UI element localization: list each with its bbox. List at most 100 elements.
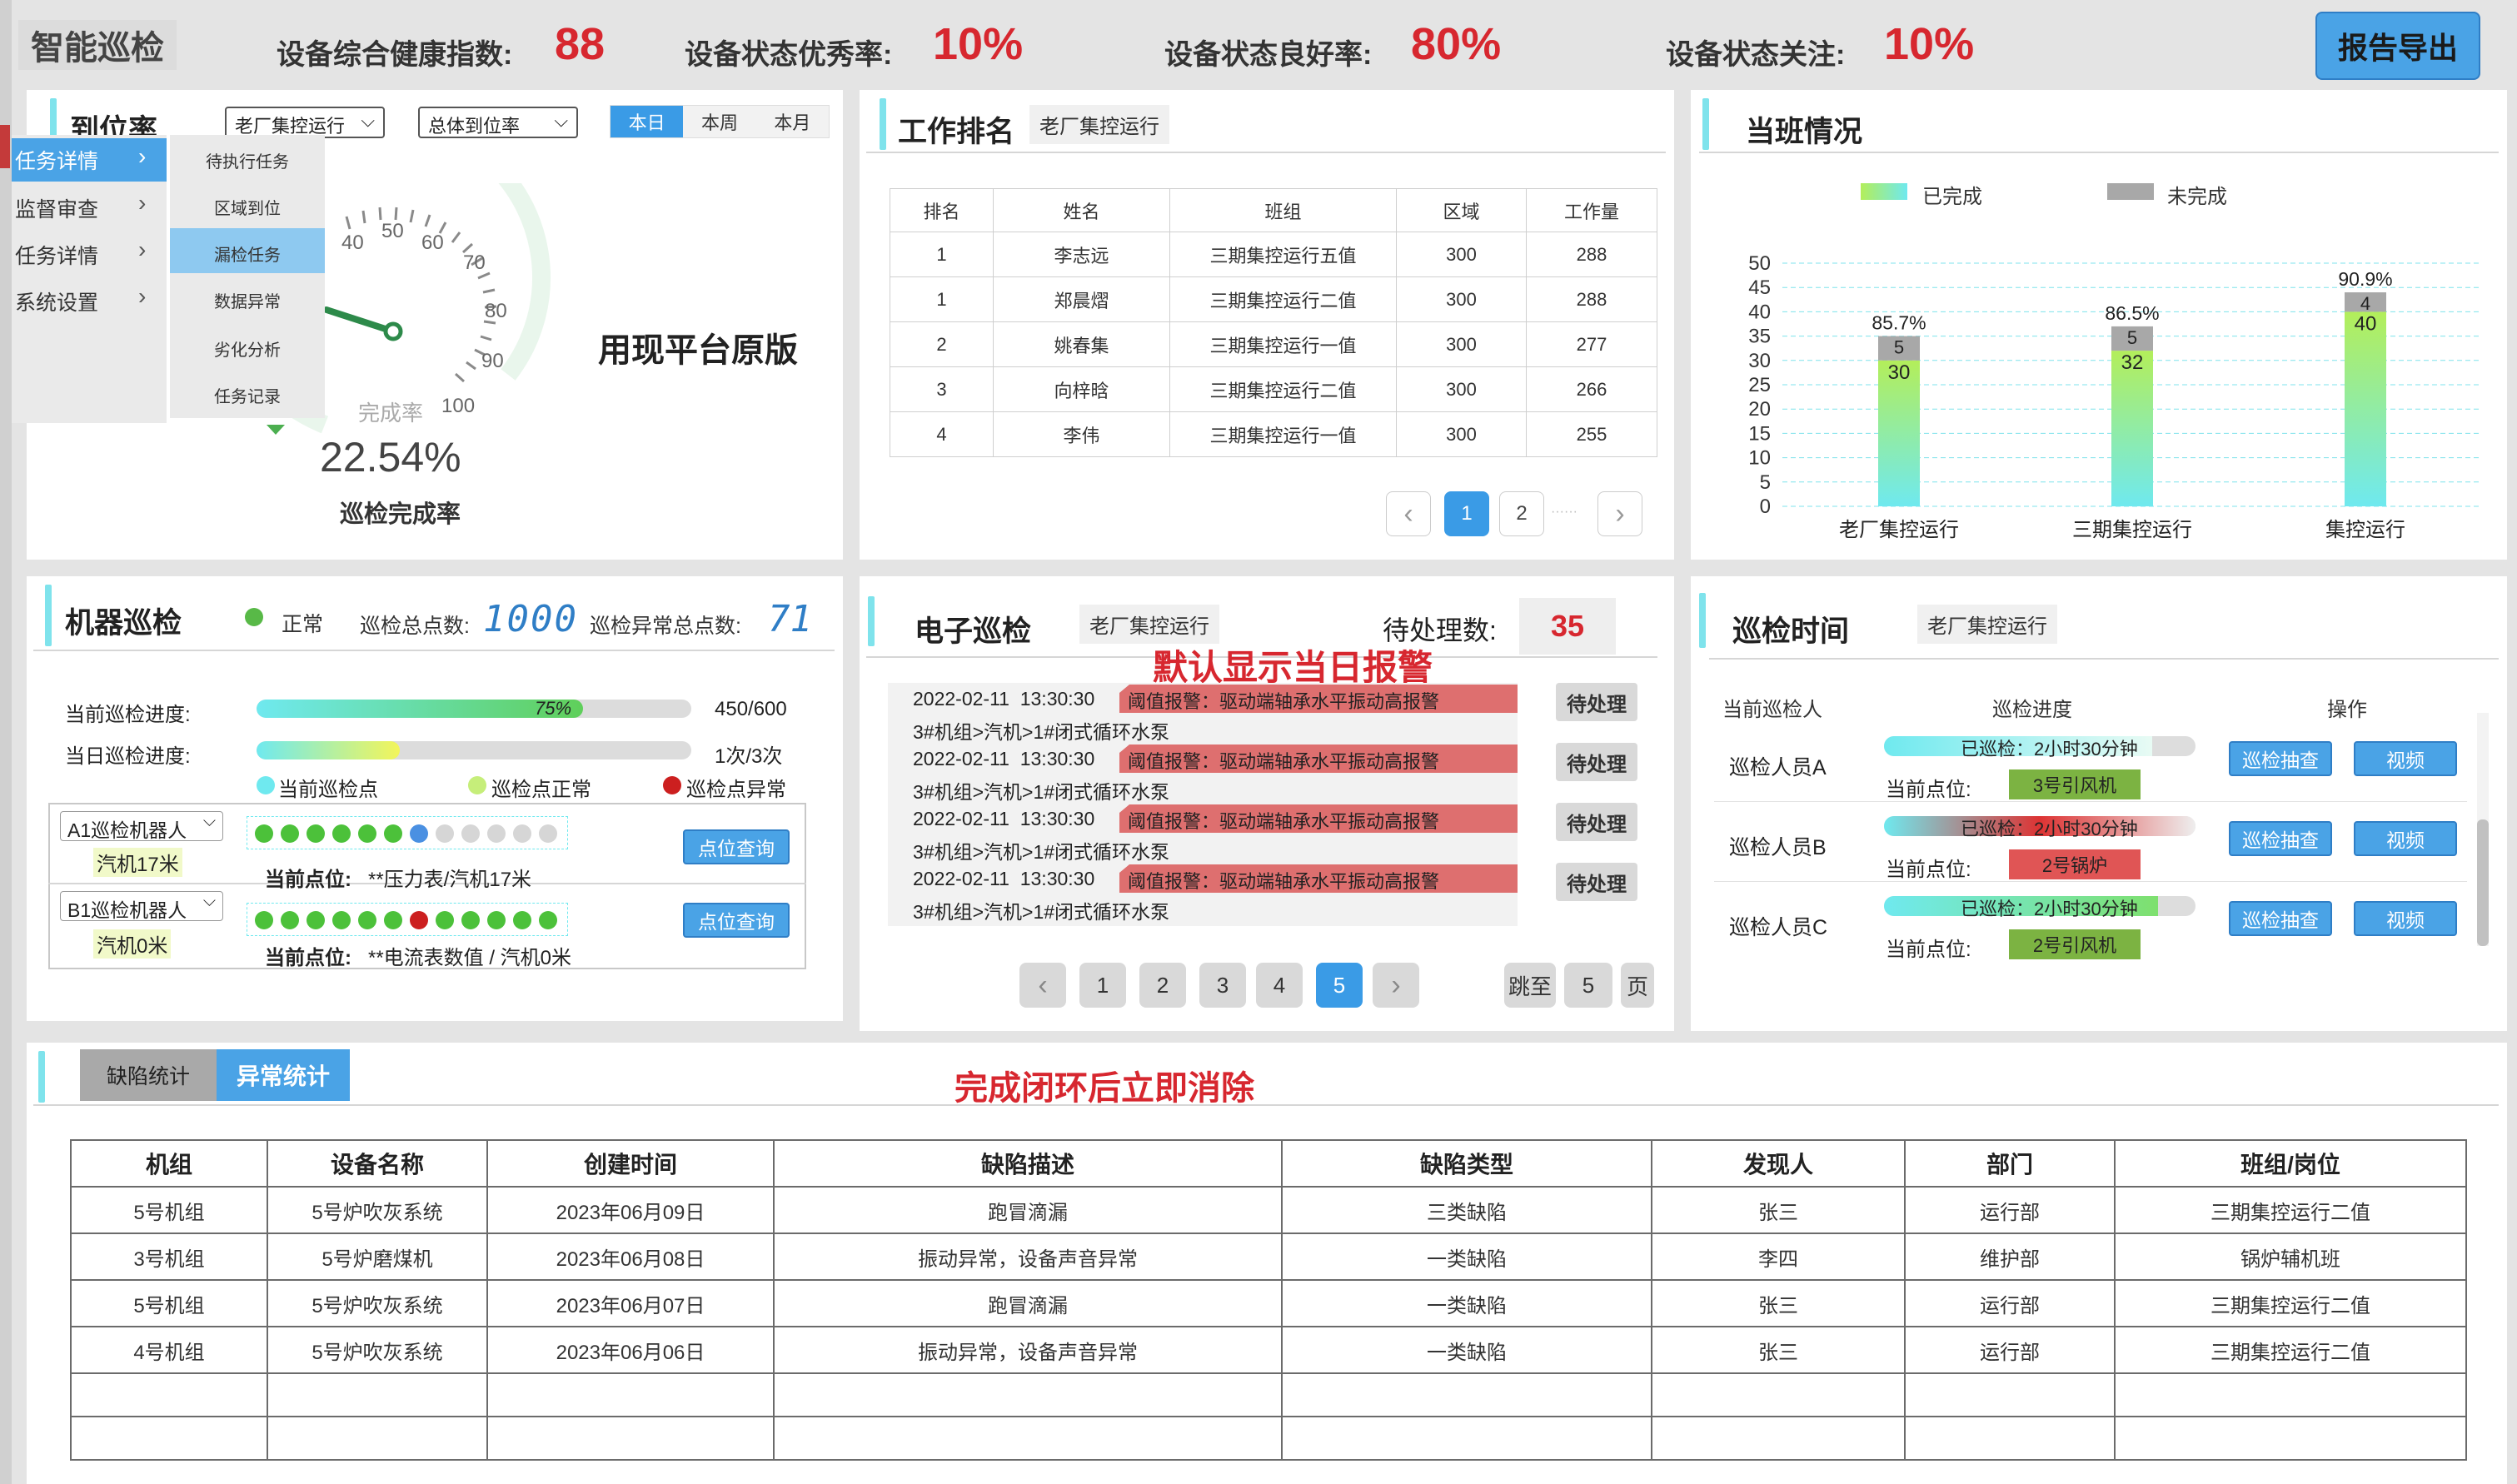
- patrol-time-scrollbar-thumb[interactable]: [2477, 819, 2489, 946]
- ranking-page-2[interactable]: 2: [1499, 491, 1544, 536]
- point-dot-cur[interactable]: [410, 824, 428, 843]
- point-dot-ok[interactable]: [307, 911, 325, 929]
- alarm-message[interactable]: 阈值报警：驱动端轴承水平振动高报警: [1119, 804, 1518, 833]
- jump-page-input[interactable]: 5: [1564, 963, 1612, 1008]
- bar-pending[interactable]: [2345, 292, 2386, 312]
- cell: 一类缺陷: [1281, 1279, 1652, 1327]
- menu-item-task-detail[interactable]: 任务详情: [15, 150, 99, 173]
- alarm-page-5[interactable]: 5: [1316, 963, 1363, 1008]
- point-dot-ok[interactable]: [539, 911, 557, 929]
- bar-pending[interactable]: [2111, 326, 2153, 351]
- menu-item-system-settings[interactable]: 系统设置: [15, 291, 99, 315]
- tab-month[interactable]: 本月: [755, 106, 829, 137]
- tab-week[interactable]: 本周: [683, 106, 756, 137]
- point-dot-ok[interactable]: [384, 911, 402, 929]
- alarm-pending-button[interactable]: 待处理: [1556, 743, 1637, 781]
- tab-defect-stats[interactable]: 缺陷统计: [80, 1049, 217, 1101]
- menu-item-task-detail-2[interactable]: 任务详情: [15, 245, 99, 268]
- video-button[interactable]: 视频: [2354, 821, 2457, 856]
- robot-a-points: [255, 824, 571, 844]
- ranking-next-page[interactable]: ›: [1597, 491, 1642, 536]
- cell: 李伟: [993, 411, 1170, 457]
- bar-pending[interactable]: [1878, 336, 1920, 361]
- point-dot-idle[interactable]: [461, 824, 480, 843]
- point-dot-ok[interactable]: [384, 824, 402, 843]
- arrival-panel-accent: [50, 98, 57, 150]
- current-point-label: 当前点位:: [1886, 779, 1971, 801]
- report-export-button[interactable]: 报告导出: [2315, 12, 2480, 80]
- unit-select[interactable]: 老厂集控运行 ⌵: [225, 107, 385, 138]
- submenu-missed-tasks[interactable]: 漏检任务: [214, 247, 281, 265]
- point-dot-ok[interactable]: [307, 824, 325, 843]
- submenu-data-anomaly[interactable]: 数据异常: [214, 293, 281, 311]
- cell: 288: [1526, 276, 1657, 322]
- tab-anomaly-stats[interactable]: 异常统计: [217, 1049, 350, 1101]
- point-dot-ok[interactable]: [358, 911, 376, 929]
- cell: [486, 1372, 775, 1417]
- alarm-page-4[interactable]: 4: [1256, 963, 1303, 1008]
- cell: 三期集控运行二值: [1169, 366, 1397, 412]
- alarm-prev-page[interactable]: ‹: [1019, 963, 1066, 1008]
- alarm-message[interactable]: 阈值报警：驱动端轴承水平振动高报警: [1119, 685, 1518, 713]
- ranking-prev-page[interactable]: ‹: [1386, 491, 1431, 536]
- menu-item-supervision[interactable]: 监督审查: [15, 198, 99, 222]
- point-dot-ok[interactable]: [255, 824, 273, 843]
- point-dot-ok[interactable]: [513, 911, 531, 929]
- alarm-pending-button[interactable]: 待处理: [1556, 803, 1637, 841]
- submenu-area-arrival[interactable]: 区域到位: [214, 200, 281, 218]
- point-dot-ok[interactable]: [358, 824, 376, 843]
- video-button[interactable]: 视频: [2354, 901, 2457, 936]
- attention-rate-value: 10%: [1884, 19, 1975, 69]
- submenu-task-records[interactable]: 任务记录: [214, 388, 281, 406]
- point-dot-err[interactable]: [410, 911, 428, 929]
- alarm-page-3[interactable]: 3: [1199, 963, 1246, 1008]
- point-dot-ok[interactable]: [332, 911, 351, 929]
- point-dot-ok[interactable]: [332, 824, 351, 843]
- robot-b-point-query-button[interactable]: 点位查询: [683, 903, 790, 938]
- robot-a-point-query-button[interactable]: 点位查询: [683, 829, 790, 864]
- video-button[interactable]: 视频: [2354, 741, 2457, 776]
- alarm-page-2[interactable]: 2: [1139, 963, 1186, 1008]
- robot-list-divider: [48, 883, 806, 884]
- spot-check-button[interactable]: 巡检抽查: [2229, 821, 2332, 856]
- point-dot-ok[interactable]: [255, 911, 273, 929]
- point-dot-idle[interactable]: [436, 824, 454, 843]
- ranking-divider: [866, 152, 1666, 153]
- submenu-degradation[interactable]: 劣化分析: [214, 341, 281, 360]
- current-point-value: 2号引风机: [2009, 929, 2141, 959]
- point-dot-ok[interactable]: [461, 911, 480, 929]
- alarm-message[interactable]: 阈值报警：驱动端轴承水平振动高报警: [1119, 744, 1518, 773]
- y-tick-label: 0: [1760, 495, 1771, 518]
- point-dot-ok[interactable]: [487, 911, 506, 929]
- alarm-pending-button[interactable]: 待处理: [1556, 683, 1637, 721]
- good-rate-value: 80%: [1411, 19, 1502, 69]
- alarm-next-page[interactable]: ›: [1373, 963, 1419, 1008]
- alarm-page-1[interactable]: 1: [1079, 963, 1126, 1008]
- ranking-page-1[interactable]: 1: [1444, 491, 1489, 536]
- point-dot-ok[interactable]: [436, 911, 454, 929]
- tab-today[interactable]: 本日: [611, 106, 684, 137]
- point-dot-idle[interactable]: [539, 824, 557, 843]
- spot-check-button[interactable]: 巡检抽查: [2229, 741, 2332, 776]
- bar-completed-label: 30: [1888, 361, 1911, 384]
- alarm-message[interactable]: 阈值报警：驱动端轴承水平振动高报警: [1119, 864, 1518, 893]
- pending-count-value: 35: [1519, 598, 1616, 655]
- cell: [773, 1372, 1283, 1417]
- bar-completed[interactable]: [2345, 311, 2386, 506]
- cell: 5号机组: [70, 1279, 268, 1327]
- robot-b-select[interactable]: B1巡检机器人 ⌵: [60, 891, 223, 921]
- submenu-pending-tasks[interactable]: 待执行任务: [206, 153, 289, 172]
- bar-completed[interactable]: [2111, 351, 2153, 506]
- bar-completed[interactable]: [1878, 360, 1920, 506]
- robot-a-select[interactable]: A1巡检机器人 ⌵: [60, 811, 223, 841]
- point-dot-idle[interactable]: [487, 824, 506, 843]
- bar-pending-label: 4: [2360, 293, 2370, 314]
- point-dot-ok[interactable]: [281, 824, 299, 843]
- point-dot-ok[interactable]: [281, 911, 299, 929]
- point-dot-idle[interactable]: [513, 824, 531, 843]
- y-tick-label: 15: [1748, 422, 1771, 445]
- ranking-panel-accent: [880, 98, 886, 150]
- alarm-pending-button[interactable]: 待处理: [1556, 863, 1637, 901]
- rate-type-select[interactable]: 总体到位率 ⌵: [418, 107, 578, 138]
- spot-check-button[interactable]: 巡检抽查: [2229, 901, 2332, 936]
